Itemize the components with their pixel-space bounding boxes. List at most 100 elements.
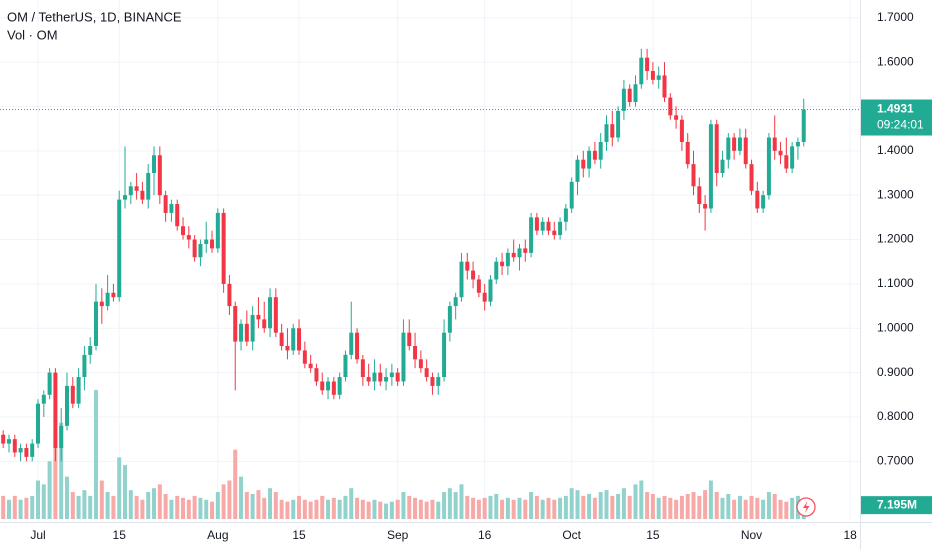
candle-body [645, 57, 650, 71]
candle-body [331, 381, 336, 395]
candle-body [662, 75, 667, 98]
candle-body [476, 279, 481, 293]
candle-body [297, 328, 302, 351]
volume-title[interactable]: Vol · OM [7, 27, 58, 42]
candle-body [691, 164, 696, 187]
candle-body [598, 141, 603, 160]
x-tick-label: 15 [292, 528, 306, 542]
candle-body [424, 368, 429, 378]
candle-body [326, 381, 331, 391]
candle-body [65, 385, 70, 426]
volume-bar [59, 422, 64, 519]
volume-bar [575, 490, 580, 519]
candle-body [355, 332, 360, 360]
volume-bar [610, 495, 615, 519]
candle-body [784, 155, 789, 169]
last-volume-box [861, 496, 932, 515]
volume-bar [273, 492, 278, 519]
candle-body [152, 155, 157, 173]
chart-title[interactable]: OM / TetherUS, 1D, BINANCE [7, 9, 182, 24]
volume-bar [442, 492, 447, 519]
candle-body [12, 439, 17, 453]
y-tick-label: 0.9000 [877, 365, 914, 379]
volume-bar [488, 495, 493, 519]
volume-bar [6, 499, 11, 519]
volume-bar [221, 484, 226, 519]
candle-body [743, 137, 748, 165]
candle-body [708, 124, 713, 209]
candle-body [233, 306, 238, 342]
x-tick-label: Oct [562, 528, 581, 542]
axes: 0.7000 0.8000 0.9000 1.0000 1.1000 1.2000 1.30… [30, 10, 932, 542]
volume-bar [41, 484, 46, 519]
candle-body [650, 70, 655, 80]
candle-body [575, 159, 580, 182]
last-price-box [861, 99, 932, 136]
y-tick-label: 1.3000 [877, 187, 914, 201]
volume-bar [430, 499, 435, 519]
candle-body [210, 239, 215, 249]
candle-body [668, 97, 673, 116]
candle-body [76, 377, 81, 404]
volume-bar [355, 497, 360, 519]
candle-body [337, 377, 342, 395]
candle-body [389, 372, 394, 378]
candle-body [714, 124, 719, 173]
last-price-label: 1.4931 [877, 102, 914, 116]
candle-body [157, 155, 162, 196]
volume-bar [308, 501, 313, 519]
candle-body [169, 204, 174, 213]
candle-body [430, 377, 435, 386]
x-tick-label: 15 [646, 528, 660, 542]
candle-body [552, 230, 557, 236]
volume-bar [123, 465, 128, 519]
candle-body [88, 346, 93, 355]
volume-bar [476, 499, 481, 519]
candle-body [239, 323, 244, 342]
candle-body [59, 425, 64, 449]
candle-body [186, 235, 191, 240]
volume-bar [645, 492, 650, 519]
volume-bar [204, 499, 209, 519]
y-tick-label: 1.7000 [877, 10, 914, 24]
volume-bar [778, 499, 783, 519]
volume-bar [720, 497, 725, 519]
volume-bar [105, 492, 110, 519]
x-tick-label: Nov [741, 528, 762, 542]
candle-body [407, 332, 412, 346]
y-tick-label: 0.8000 [877, 409, 914, 423]
lightning-icon[interactable] [796, 497, 816, 517]
candle-body [349, 332, 354, 355]
volume-bar [128, 490, 133, 519]
candle-body [146, 173, 151, 200]
candle-body [227, 283, 232, 307]
x-tick-label: Aug [207, 528, 228, 542]
volume-bar [418, 499, 423, 519]
candle-body [314, 368, 319, 382]
volume-bar [592, 497, 597, 519]
candle-body [268, 297, 273, 329]
volume-bar [134, 495, 139, 519]
volume-bar [459, 484, 464, 519]
volume-bar [152, 488, 157, 519]
candle-body [534, 217, 539, 231]
candle-body [442, 332, 447, 378]
candle-body [592, 150, 597, 160]
volume-bar [337, 499, 342, 519]
volume-bar [244, 492, 249, 519]
candle-body [82, 354, 87, 378]
candle-body [163, 195, 168, 213]
candle-body [99, 301, 104, 307]
candle-body [755, 190, 760, 209]
candle-body [482, 292, 487, 302]
candle-body [262, 319, 267, 329]
volume-pane [1, 390, 806, 519]
candle-body [372, 372, 377, 382]
candle-body [563, 208, 568, 222]
candle-body [627, 88, 632, 103]
volume-bar [302, 499, 307, 519]
candle-body [703, 204, 708, 209]
candle-body [505, 252, 510, 267]
volume-bar [320, 495, 325, 519]
